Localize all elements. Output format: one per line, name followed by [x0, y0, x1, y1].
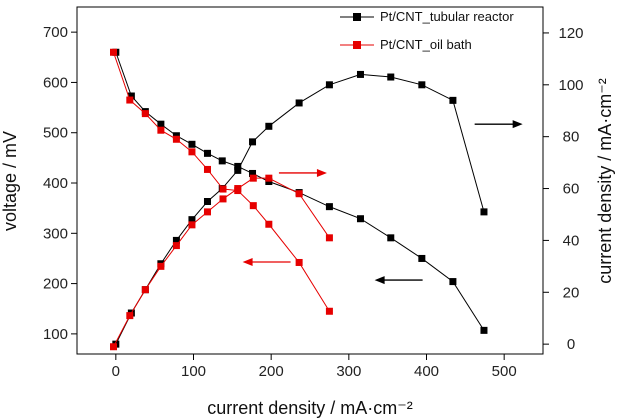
- series-1-voltage-point-7: [219, 185, 227, 193]
- series-1-power-point-4: [172, 242, 180, 250]
- series-1-voltage-point-2: [141, 110, 149, 118]
- legend-label-tubular: Pt/CNT_tubular reactor: [380, 9, 514, 24]
- series-1-voltage-point-3: [157, 126, 165, 134]
- x-tick-label-4: 400: [414, 363, 439, 380]
- series-1-voltage-point-6: [203, 165, 211, 173]
- legend: Pt/CNT_tubular reactor Pt/CNT_oil bath: [340, 9, 514, 52]
- series-0-voltage-point-5: [188, 140, 196, 148]
- y2-tick-label-5: 100: [558, 77, 583, 94]
- series-0-voltage-point-1: [127, 92, 135, 100]
- series-1-power-point-12: [325, 234, 333, 242]
- tick-marks: [71, 31, 549, 360]
- series-0-power-point-16: [449, 96, 457, 104]
- y2-tick-label-4: 80: [563, 129, 580, 146]
- series-1-power-point-7: [219, 195, 227, 203]
- series-1-power-point-9: [249, 174, 257, 182]
- series-1-voltage-line: [113, 52, 330, 312]
- y2-tick-label-1: 20: [563, 284, 580, 301]
- series-0-voltage-point-7: [218, 157, 226, 165]
- y-tick-label-4: 500: [43, 125, 68, 142]
- series-1-power-point-2: [141, 286, 149, 294]
- series-0-power-point-14: [387, 73, 395, 81]
- y-tick-label-1: 200: [43, 276, 68, 293]
- series-0-voltage-point-16: [449, 278, 457, 286]
- series-1-power-point-6: [203, 208, 211, 216]
- series-1-power-point-0: [110, 343, 118, 351]
- legend-marker-tubular: [353, 13, 361, 21]
- series-0-voltage-point-4: [172, 132, 180, 140]
- x-tick-label-1: 100: [181, 363, 206, 380]
- series-0-voltage-point-15: [418, 254, 426, 262]
- series-0-voltage-point-6: [203, 149, 211, 157]
- legend-marker-oilbath: [353, 41, 361, 49]
- series-0-power-point-11: [295, 99, 303, 107]
- y-tick-label-5: 600: [43, 74, 68, 91]
- series-0-voltage-point-12: [325, 203, 333, 211]
- series-1-voltage-point-9: [249, 202, 257, 210]
- series-1-power-point-11: [295, 190, 303, 198]
- series-0-power-point-8: [234, 166, 242, 174]
- series-0-power-point-4: [172, 236, 180, 244]
- series-0-voltage-point-17: [480, 326, 488, 334]
- legend-label-oilbath: Pt/CNT_oil bath: [380, 37, 472, 52]
- series-1-voltage-point-1: [126, 96, 134, 104]
- series-1-voltage-point-0: [110, 48, 118, 56]
- y-tick-label-6: 700: [43, 24, 68, 41]
- y2-axis-title: current density / mA·cm⁻²: [595, 78, 615, 284]
- x-tick-label-3: 300: [336, 363, 361, 380]
- series-1-power-point-5: [188, 221, 196, 229]
- x-axis-title: current density / mA·cm⁻²: [207, 398, 413, 418]
- arrows: [242, 120, 523, 285]
- series-layer: [110, 48, 488, 351]
- series-1-power-point-8: [234, 185, 242, 193]
- series-1-voltage-point-10: [265, 220, 273, 228]
- series-0-voltage-point-14: [387, 234, 395, 242]
- series-0-power-point-17: [480, 208, 488, 216]
- y-tick-label-2: 300: [43, 225, 68, 242]
- y-tick-label-0: 100: [43, 326, 68, 343]
- series-1-voltage-point-5: [188, 148, 196, 156]
- tick-labels: 0 100 200 300 400 500 100 200 300 400 500 600 700 0 20…: [43, 24, 584, 380]
- series-0-power-line: [115, 73, 485, 345]
- series-1-power-point-3: [157, 262, 165, 270]
- y2-tick-label-0: 0: [567, 336, 575, 353]
- y2-tick-label-3: 60: [563, 181, 580, 198]
- series-0-power-point-9: [249, 138, 257, 146]
- series-0-power-point-12: [325, 81, 333, 89]
- series-1-voltage-point-11: [295, 258, 303, 266]
- series-0-power-point-10: [265, 122, 273, 130]
- series-0-power-point-5: [188, 216, 196, 224]
- series-0-power-point-6: [203, 198, 211, 206]
- series-1-voltage-point-4: [172, 135, 180, 143]
- series-0-voltage-point-13: [356, 215, 364, 223]
- y-tick-label-3: 400: [43, 175, 68, 192]
- series-0-voltage-point-9: [249, 169, 257, 177]
- series-0-power-point-13: [356, 70, 364, 78]
- arrow-3-head: [242, 257, 253, 266]
- y-axis-title: voltage / mV: [0, 131, 20, 231]
- plot-frame: [76, 6, 544, 355]
- series-1-power-point-10: [265, 174, 273, 182]
- series-1-power-point-1: [126, 312, 134, 320]
- series-1-voltage-point-12: [325, 307, 333, 315]
- x-tick-label-0: 0: [112, 363, 120, 380]
- series-0-power-point-15: [418, 81, 426, 89]
- y2-tick-label-2: 40: [563, 232, 580, 249]
- y2-tick-label-6: 120: [558, 25, 583, 42]
- arrow-1-head: [374, 276, 385, 285]
- series-0-voltage-point-3: [157, 120, 165, 128]
- x-tick-label-2: 200: [259, 363, 284, 380]
- arrow-2-head: [316, 168, 327, 177]
- series-0-voltage-point-8: [234, 162, 242, 170]
- x-tick-label-5: 500: [492, 363, 517, 380]
- arrow-0-head: [512, 120, 523, 129]
